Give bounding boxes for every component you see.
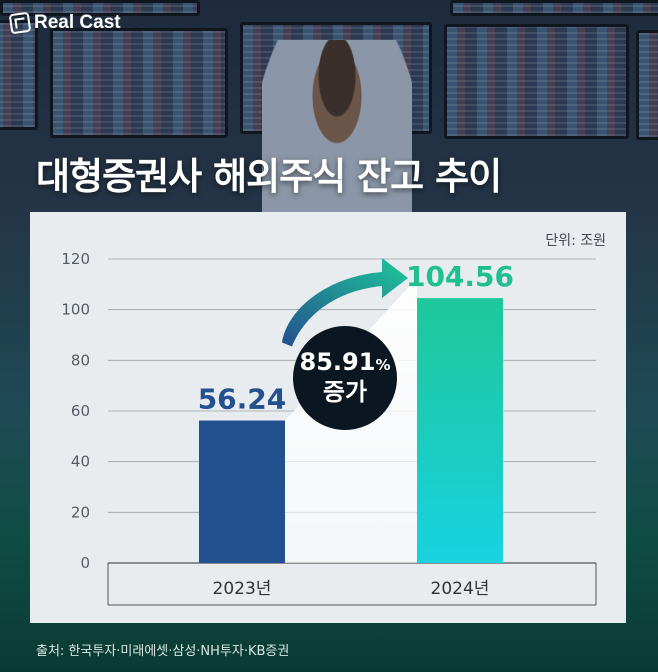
x-tick-label: 2024년 <box>431 579 490 599</box>
page-title: 대형증권사 해외주식 잔고 추이 <box>36 155 502 198</box>
y-tick-label: 20 <box>71 503 90 521</box>
unit-label: 단위: 조원 <box>545 233 606 249</box>
y-tick-label: 60 <box>71 402 90 420</box>
growth-word-label: 증가 <box>323 378 367 406</box>
bar-chart: 0 20 40 60 80 100 120 56.24 2023년 104.56 2024년 85… <box>61 250 597 606</box>
chart-card: 단위: 조원 0 20 40 60 80 100 120 56.24 2023년 104.56 2… <box>30 212 626 623</box>
growth-arrow <box>282 258 408 347</box>
data-label: 56.24 <box>198 383 287 416</box>
growth-rate-label: 85.91% <box>300 348 391 376</box>
y-tick-label: 40 <box>71 453 90 471</box>
y-tick-label: 100 <box>61 301 90 319</box>
bar-1 <box>417 298 503 563</box>
logo-text: Real Cast <box>34 12 121 33</box>
brand-logo: Real Cast <box>8 11 121 35</box>
y-tick-label: 80 <box>71 351 90 369</box>
x-tick-label: 2023년 <box>213 579 272 599</box>
background-photo <box>0 0 658 230</box>
y-tick-label: 120 <box>61 250 90 268</box>
y-tick-label: 0 <box>80 554 90 572</box>
bar-0 <box>199 420 285 563</box>
logo-icon <box>8 11 32 35</box>
source-note: 출처: 한국투자·미래에셋·삼성·NH투자·KB증권 <box>36 644 290 659</box>
trader-figure <box>262 40 412 230</box>
data-label: 104.56 <box>406 260 514 293</box>
growth-badge <box>293 326 397 430</box>
